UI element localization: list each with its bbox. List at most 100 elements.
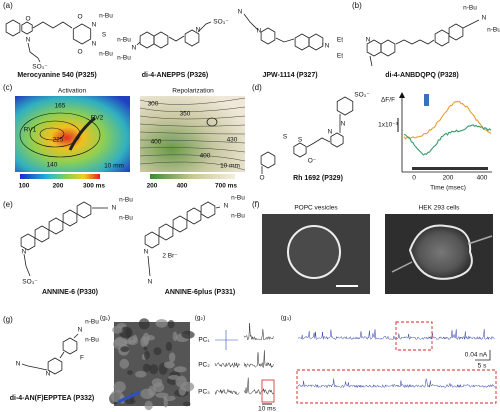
label: n-Bu: [117, 55, 131, 62]
label: 0: [412, 175, 416, 182]
ring: [294, 33, 310, 51]
label: Repolarization: [172, 88, 214, 95]
label: 700 ms: [215, 183, 237, 190]
label: N: [92, 22, 97, 29]
label: O: [77, 49, 82, 56]
label: POPC vesicles: [294, 205, 338, 212]
label: N: [325, 43, 330, 50]
ring: [139, 31, 155, 49]
bond: [59, 351, 65, 359]
texture: [163, 361, 175, 369]
label: 200: [147, 183, 158, 190]
label: PC₃: [198, 389, 210, 396]
label: (g₃): [281, 315, 292, 322]
ring: [62, 337, 78, 355]
bond: [21, 363, 48, 371]
label: (a): [3, 1, 13, 10]
trace: [214, 362, 240, 369]
ring: [186, 207, 202, 225]
ring: [76, 201, 92, 219]
ring: [153, 31, 169, 49]
label: O: [77, 14, 82, 21]
label: JPW-1114 (P327): [262, 72, 317, 79]
label: N: [132, 45, 137, 52]
label: N: [22, 249, 27, 256]
contour: [139, 131, 246, 135]
label: Time (msec): [430, 185, 466, 192]
label: 225: [53, 137, 64, 144]
label: 10 mm: [220, 163, 240, 170]
bond: [73, 333, 79, 339]
legend-icon: [424, 94, 429, 106]
trace: [243, 323, 274, 341]
label: N: [26, 37, 31, 44]
ring: [62, 209, 78, 227]
bond: [215, 206, 221, 209]
bond: [395, 39, 435, 45]
label: SO₃⁻: [32, 64, 48, 71]
ring: [330, 132, 344, 148]
label: 10 ms: [258, 406, 276, 412]
trace: [403, 101, 492, 140]
scale-bar: [475, 350, 491, 361]
ring: [158, 223, 174, 241]
label: n-Bu: [99, 51, 113, 58]
arrow: [399, 92, 405, 98]
label: (g): [3, 315, 13, 324]
texture: [167, 320, 175, 329]
texture: [112, 325, 123, 334]
label: S: [298, 137, 303, 144]
bond: [275, 37, 295, 43]
label: S: [283, 134, 288, 141]
label: O: [259, 175, 264, 182]
label: ΔF/F: [381, 97, 395, 104]
texture: [110, 390, 124, 403]
label: 165: [55, 103, 66, 110]
texture: [142, 363, 151, 372]
highlight: [261, 379, 275, 403]
contour: [139, 123, 246, 127]
label: Rh 1692 (P329): [293, 175, 343, 182]
ring: [448, 23, 464, 41]
label: n-Bu: [119, 215, 133, 222]
label: di-4-AN(F)EPPTEA (P332): [10, 395, 95, 402]
contour: [139, 154, 246, 162]
label: (c): [3, 83, 13, 92]
label: N: [196, 27, 201, 34]
texture: [180, 381, 195, 392]
label: RV2: [91, 115, 104, 122]
ring: [293, 142, 307, 158]
ring: [34, 225, 50, 243]
ring: [434, 29, 450, 47]
label: 350: [180, 111, 191, 118]
colorbar: [150, 174, 235, 179]
label: 2 Br⁻: [162, 253, 178, 260]
scar: [68, 116, 96, 151]
label: O: [25, 16, 30, 23]
label: 400: [477, 175, 488, 182]
label: N: [224, 203, 229, 210]
label: (b): [352, 1, 362, 10]
contour: [139, 106, 246, 113]
texture: [162, 395, 176, 402]
texture: [143, 346, 148, 351]
trace: [297, 378, 495, 389]
texture: [168, 352, 176, 363]
ring: [336, 96, 354, 116]
trace: [403, 124, 492, 156]
texture: [155, 318, 168, 328]
activation-map: [15, 96, 130, 172]
label: 140: [47, 162, 58, 169]
contour: [39, 127, 65, 141]
label: di-4-ANEPPS (P326): [142, 72, 209, 79]
ring: [144, 231, 160, 249]
contour: [139, 97, 246, 105]
label: N: [46, 371, 51, 378]
cell: [408, 224, 473, 280]
label: O⁻: [308, 158, 317, 165]
label: n-Bu: [85, 337, 99, 344]
label: n-Bu: [85, 319, 99, 326]
label: N: [341, 121, 346, 128]
label: n-Bu: [231, 195, 245, 202]
